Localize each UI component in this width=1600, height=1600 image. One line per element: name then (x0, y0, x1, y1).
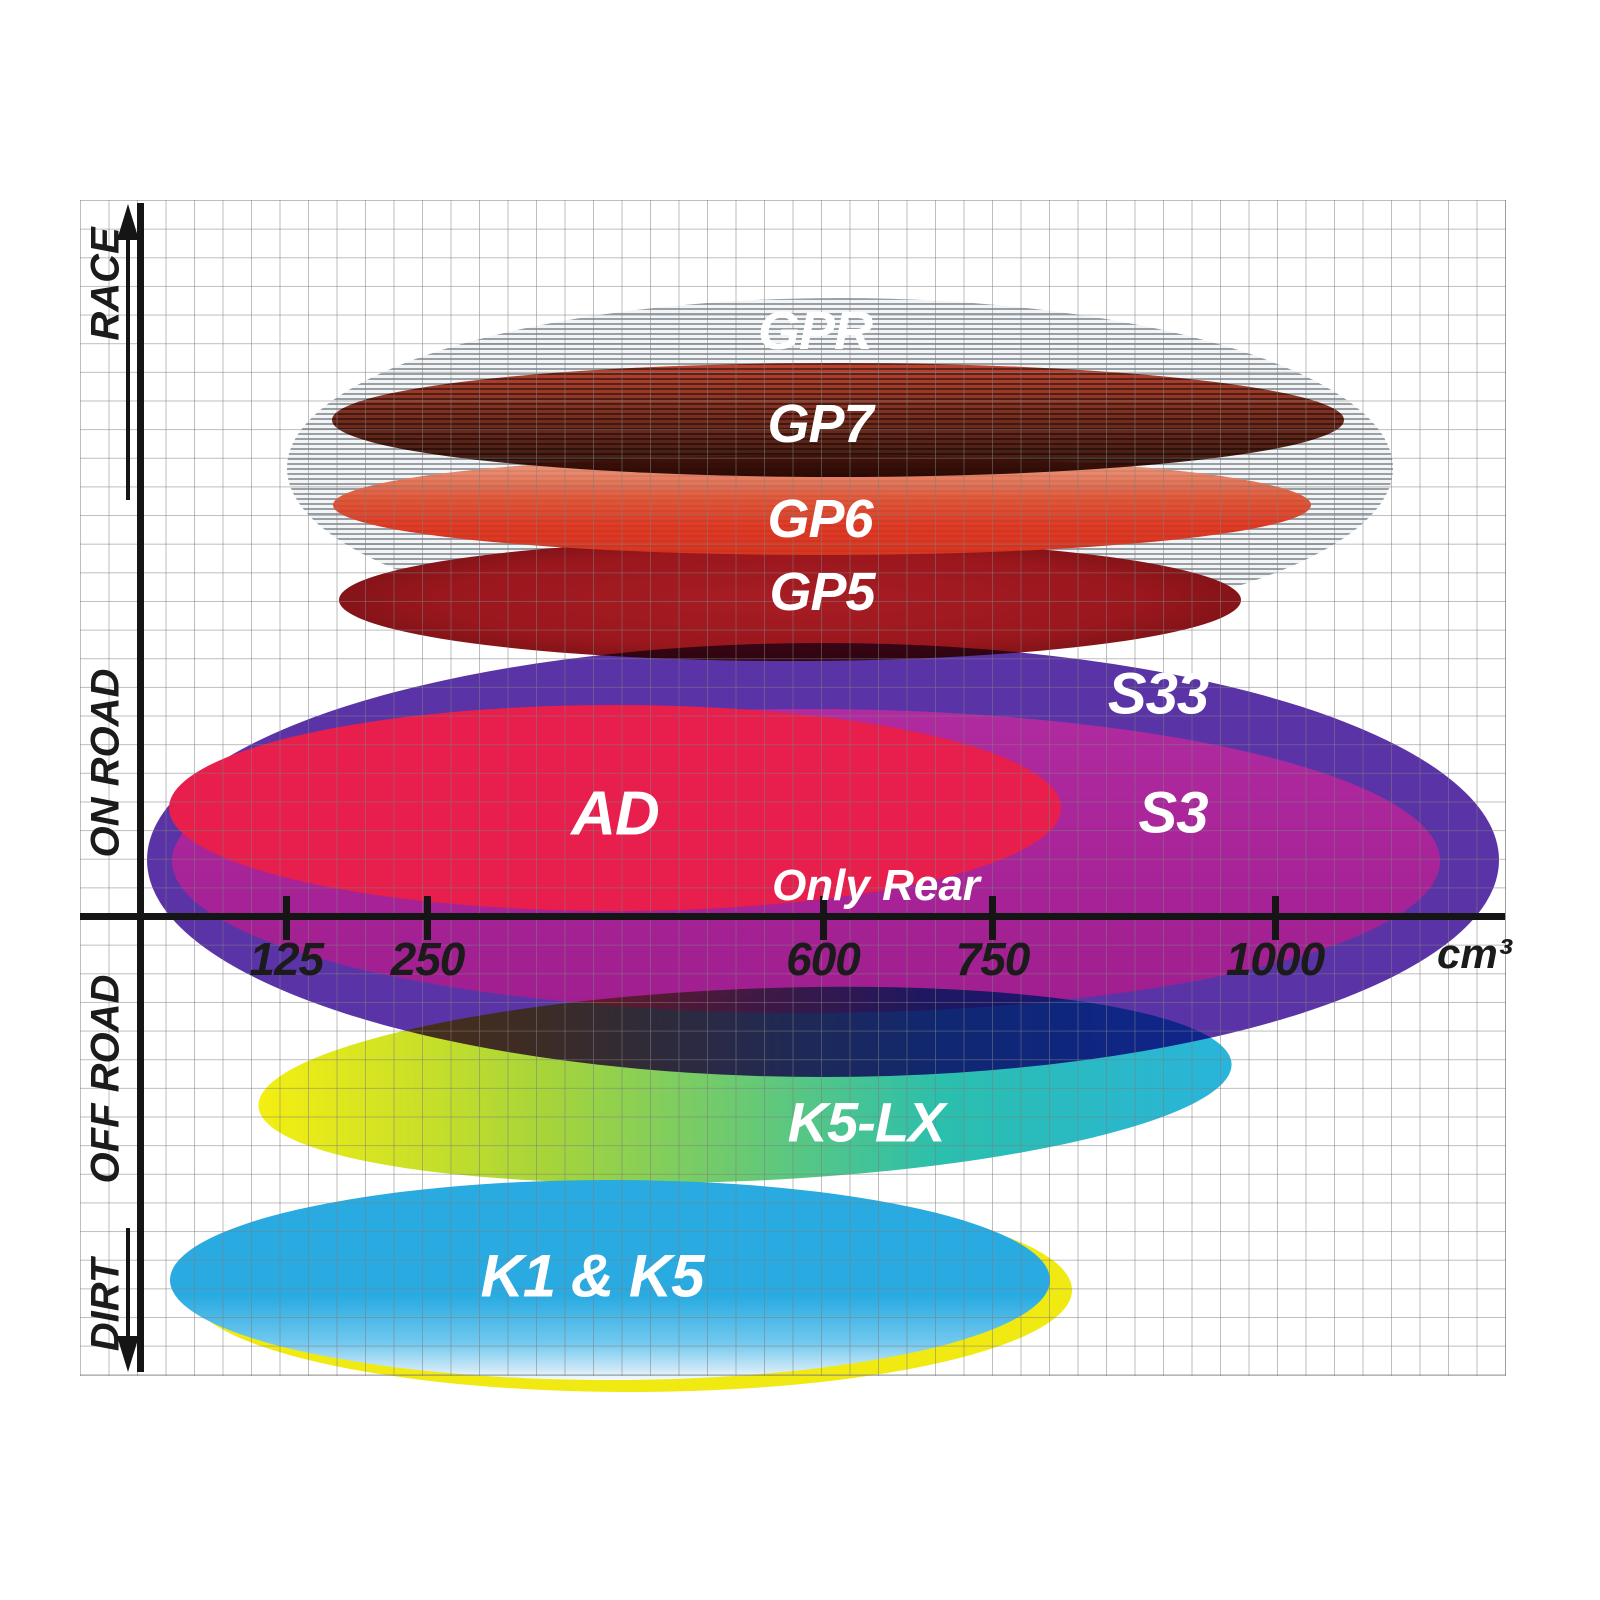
zone-label-race: RACE (83, 227, 128, 341)
ellipse-k1k5 (170, 1180, 1050, 1380)
y-axis-line (137, 203, 144, 1372)
zone-label-off-road: OFF ROAD (83, 974, 128, 1184)
race-up-arrow-head (117, 204, 139, 240)
dirt-down-arrow-line (126, 1228, 130, 1336)
ellipse-gp7 (332, 363, 1344, 477)
zone-label-on-road: ON ROAD (83, 668, 128, 858)
zone-label-dirt: DIRT (83, 1258, 128, 1352)
race-up-arrow-line (126, 238, 130, 500)
dirt-down-arrow-head (117, 1336, 139, 1372)
ellipse-ad (169, 705, 1061, 911)
